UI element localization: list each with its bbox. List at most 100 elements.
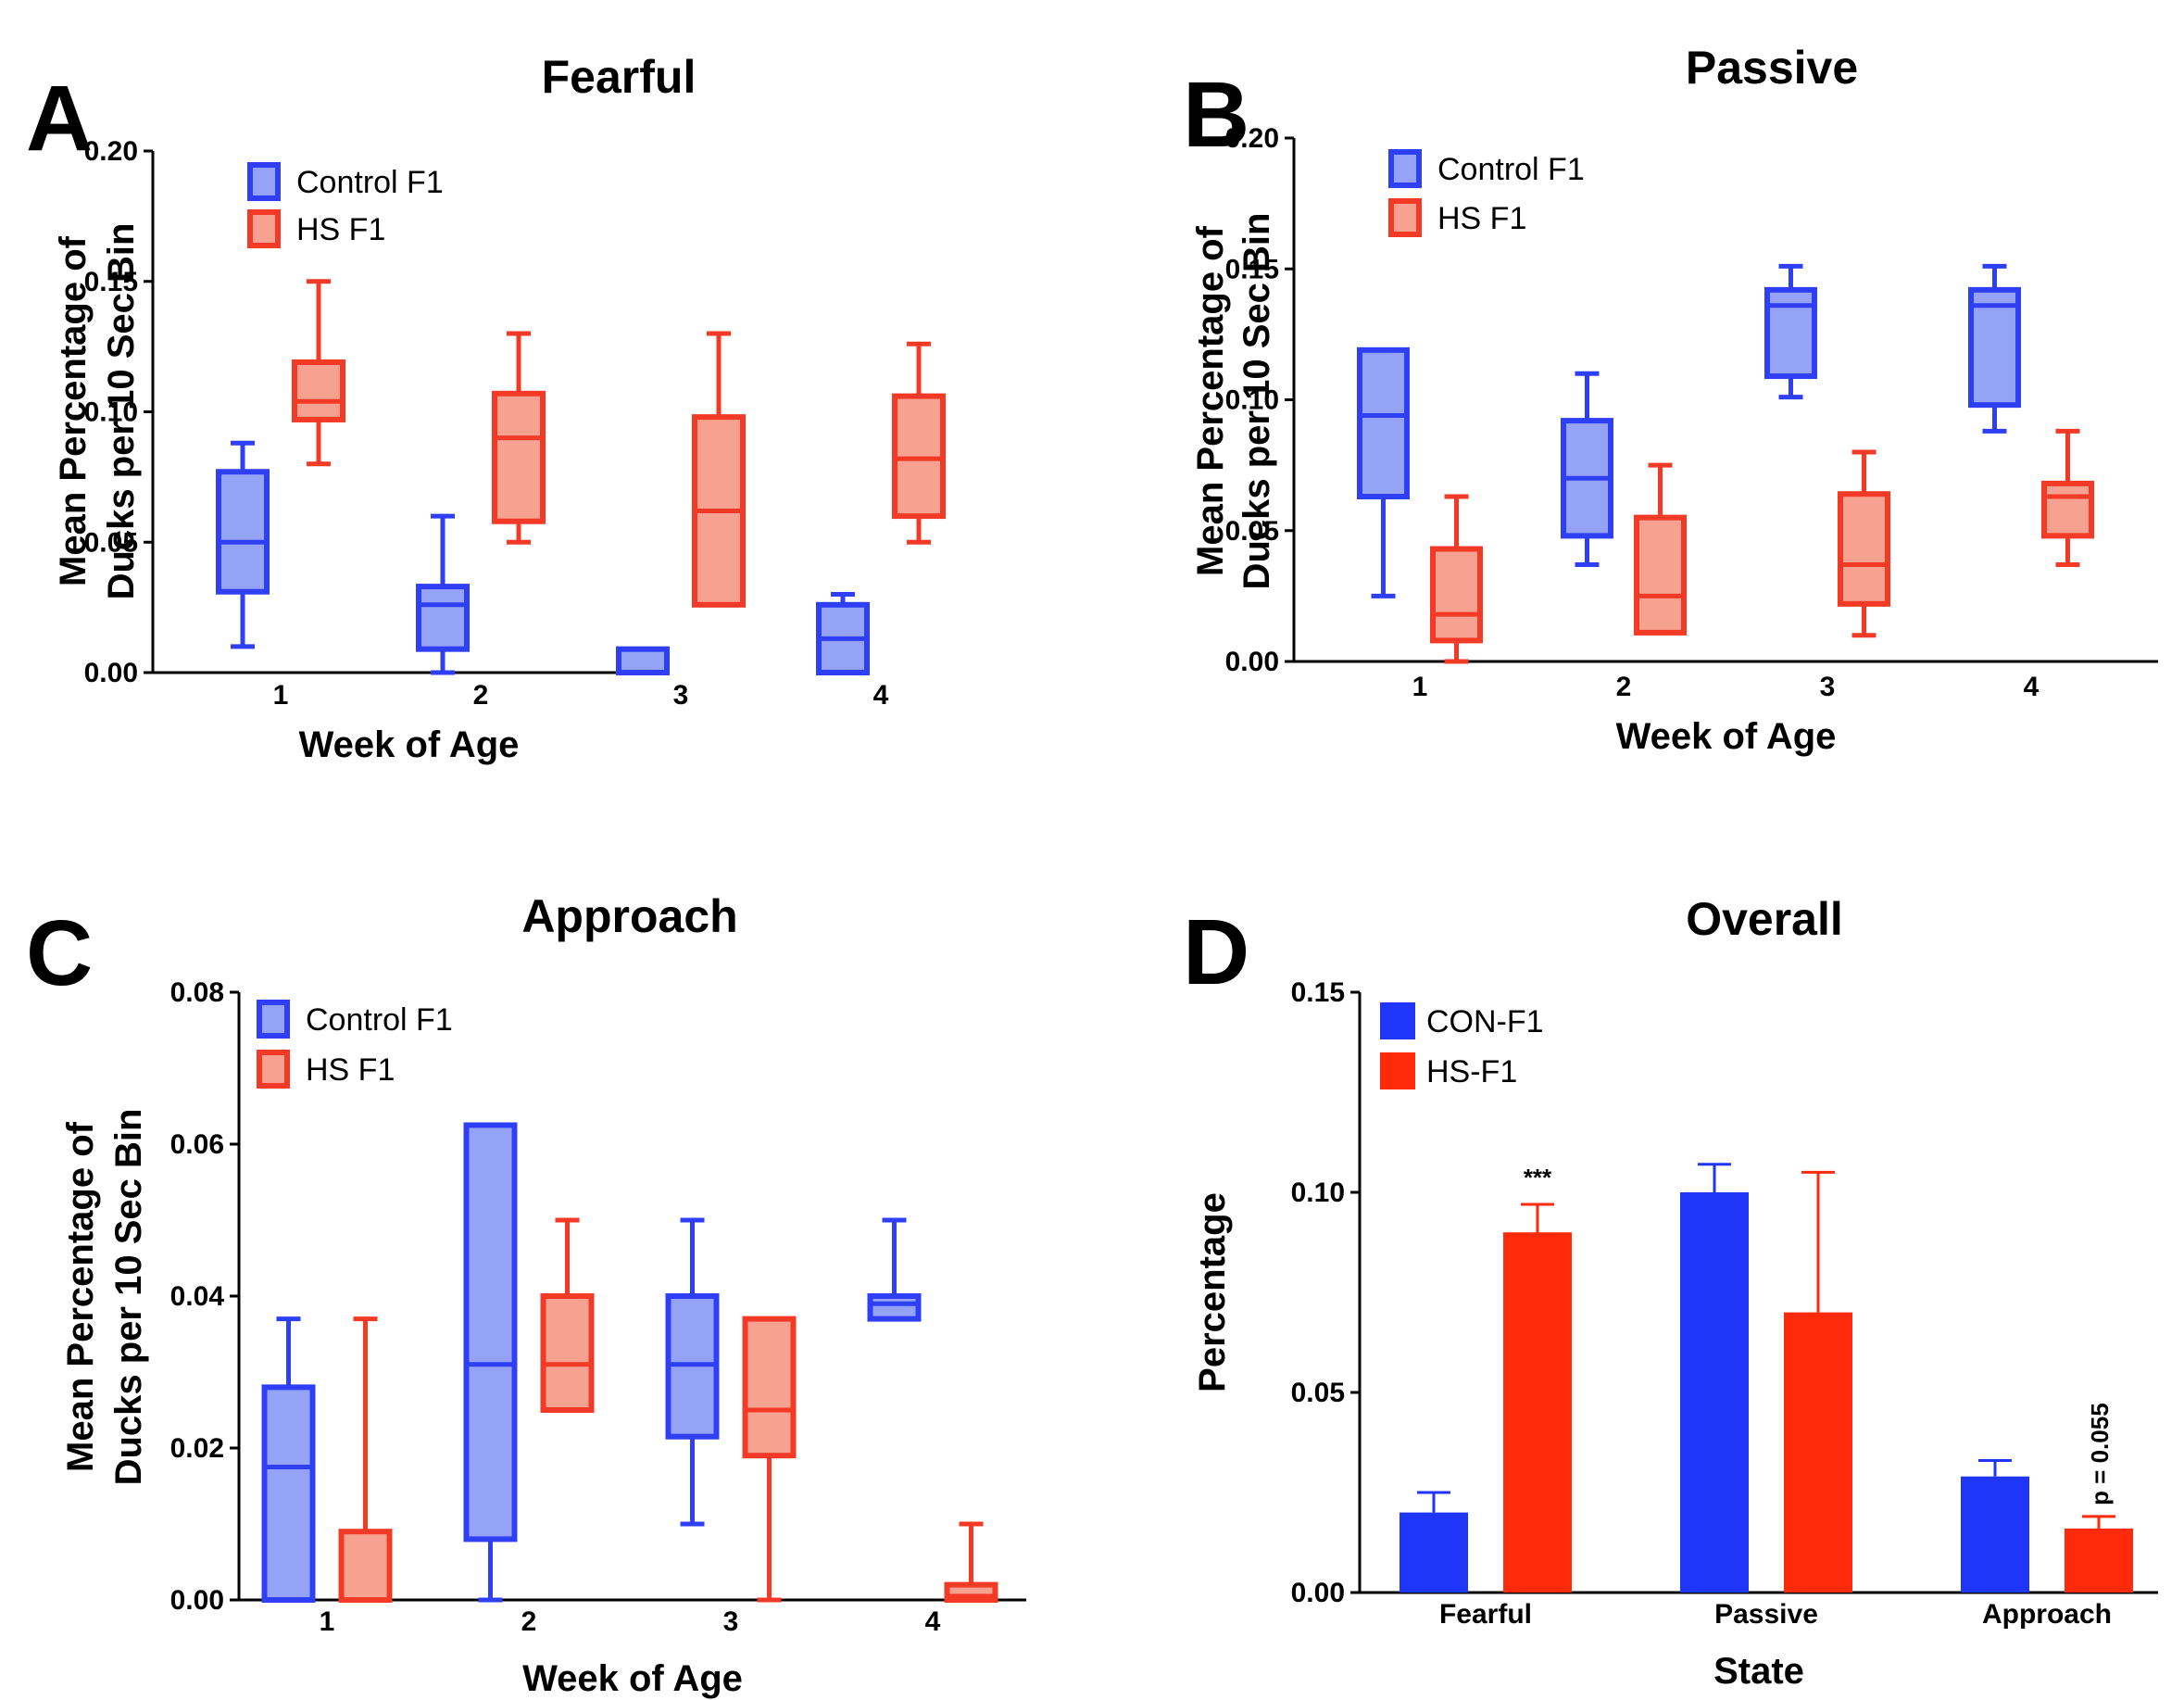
- x-tick-label: 1: [320, 1606, 335, 1637]
- legend-swatch-hs-f1: [1380, 1052, 1415, 1089]
- box-control-f1-week-2: [416, 513, 470, 675]
- box-iqr: [261, 1384, 316, 1604]
- panel-a-fearful: A Fearful Week of Age Mean Percentage of Duc…: [26, 51, 946, 765]
- box-iqr: [416, 584, 470, 652]
- y-axis-label: Ducks per 10 Sec Bin: [101, 223, 142, 600]
- legend-swatch-con-f1: [1380, 1002, 1415, 1039]
- legend-label-con-f1: CON-F1: [1426, 1004, 1544, 1039]
- y-tick-label: 0.10: [84, 397, 138, 428]
- x-tick-label: 3: [1820, 672, 1836, 702]
- legend-label-control-f1: Control F1: [1437, 152, 1585, 187]
- box-control-f1-week-2: [1561, 371, 1613, 567]
- box-hs-f1-week-2: [492, 331, 546, 545]
- x-tick-label: 4: [873, 680, 889, 711]
- x-tick-label: 2: [1616, 672, 1632, 702]
- legend-swatch-control-f1: [257, 1000, 290, 1039]
- box-control-f1-week-3: [1764, 263, 1817, 400]
- x-axis-label: Week of Age: [522, 1658, 743, 1699]
- panel-c-approach: C Approach Week of Age Mean Percentage of Du…: [26, 890, 1026, 1699]
- y-tick-label: 0.00: [170, 1585, 224, 1616]
- chart-title: Overall: [1686, 893, 1843, 945]
- y-axis-label: Ducks per 10 Sec Bin: [1236, 213, 1277, 590]
- x-tick-label: 3: [723, 1606, 739, 1637]
- box-iqr: [892, 393, 946, 520]
- y-tick-label: 0.20: [84, 136, 138, 167]
- legend-label-hs-f1: HS F1: [306, 1052, 395, 1088]
- y-tick-label: 0.08: [170, 977, 224, 1008]
- legend-swatch-control-f1: [1388, 149, 1422, 188]
- box-hs-f1-week-3: [1838, 449, 1890, 638]
- box-hs-f1-week-4: [2041, 428, 2094, 567]
- panel-letter: A: [26, 67, 93, 170]
- box-control-f1-week-4: [1968, 263, 2021, 434]
- box-hs-f1-week-1: [1430, 494, 1483, 664]
- box-hs-f1-week-1: [338, 1316, 393, 1603]
- legend-label-control-f1: Control F1: [296, 165, 444, 200]
- legend-label-control-f1: Control F1: [306, 1002, 453, 1038]
- legend-label-hs-f1: HS-F1: [1426, 1054, 1517, 1089]
- panel-d-overall: D Overall State Percentage 0.00 0.05 0.10 0.15 F…: [1183, 893, 2158, 1692]
- box-iqr: [338, 1529, 393, 1603]
- y-tick-label: 0.15: [1225, 254, 1279, 284]
- x-tick-label: 3: [673, 680, 689, 711]
- box-iqr: [867, 1293, 922, 1322]
- panel-letter: B: [1183, 63, 1249, 167]
- bar-con-f1-approach: [1961, 1458, 2029, 1593]
- y-axis-label: Mean Percentage of: [60, 1121, 101, 1472]
- y-axis-label: Mean Percentage of: [1190, 225, 1231, 576]
- x-tick-label: Approach: [1982, 1599, 2112, 1630]
- box-hs-f1-week-4: [944, 1521, 998, 1603]
- x-tick-label: 4: [925, 1606, 941, 1637]
- chart-title: Passive: [1686, 42, 1858, 94]
- legend-label-hs-f1: HS F1: [296, 212, 385, 247]
- y-tick-label: 0.15: [84, 267, 138, 297]
- bar-con-f1-fearful: [1400, 1491, 1468, 1593]
- bar: [1784, 1312, 1852, 1593]
- x-tick-label: 1: [273, 680, 289, 711]
- chart-title: Fearful: [542, 51, 697, 103]
- box-iqr: [616, 646, 670, 675]
- y-tick-label: 0.20: [1225, 123, 1279, 154]
- legend-swatch-hs-f1: [1388, 198, 1422, 237]
- y-tick-label: 0.05: [1291, 1378, 1345, 1408]
- legend-swatch-hs-f1: [247, 209, 281, 248]
- box-hs-f1-week-3: [692, 331, 746, 608]
- y-tick-label: 0.02: [170, 1433, 224, 1464]
- panel-letter: D: [1183, 900, 1249, 1004]
- box-hs-f1-week-3: [742, 1316, 797, 1603]
- bar: [1503, 1232, 1572, 1593]
- box-control-f1-week-2: [463, 1122, 518, 1603]
- y-tick-label: 0.10: [1225, 385, 1279, 416]
- x-tick-label: Passive: [1714, 1599, 1818, 1630]
- bar: [1400, 1512, 1468, 1593]
- x-axis-label: Week of Age: [1616, 716, 1837, 757]
- box-iqr: [742, 1316, 797, 1459]
- box-hs-f1-week-1: [292, 279, 345, 467]
- box-control-f1-week-3: [616, 646, 670, 675]
- bar-hs-f1-passive: [1784, 1170, 1852, 1593]
- x-tick-label: 2: [473, 680, 489, 711]
- bar: [1961, 1476, 2029, 1593]
- x-tick-label: 4: [2024, 672, 2040, 702]
- box-iqr: [292, 359, 345, 422]
- x-tick-label: Fearful: [1439, 1599, 1532, 1630]
- box-iqr: [1968, 286, 2021, 409]
- y-tick-label: 0.15: [1291, 977, 1345, 1008]
- y-tick-label: 0.00: [84, 658, 138, 688]
- y-axis-label: Mean Percentage of: [53, 235, 94, 586]
- y-tick-label: 0.00: [1291, 1578, 1345, 1608]
- y-axis-label: Ducks per 10 Sec Bin: [108, 1109, 149, 1486]
- y-tick-label: 0.05: [1225, 516, 1279, 547]
- box-control-f1-week-3: [665, 1217, 720, 1527]
- y-tick-label: 0.05: [84, 527, 138, 558]
- y-tick-label: 0.00: [1225, 647, 1279, 677]
- x-axis-label: State: [1713, 1651, 1804, 1692]
- box-iqr: [540, 1293, 595, 1413]
- box-iqr: [463, 1122, 518, 1543]
- y-axis-label: Percentage: [1192, 1192, 1233, 1392]
- box-iqr: [1430, 546, 1483, 644]
- box-iqr: [1838, 491, 1890, 607]
- box-control-f1-week-1: [216, 440, 270, 649]
